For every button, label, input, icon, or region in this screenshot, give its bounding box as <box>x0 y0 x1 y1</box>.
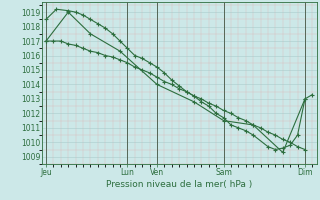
X-axis label: Pression niveau de la mer( hPa ): Pression niveau de la mer( hPa ) <box>106 180 252 189</box>
